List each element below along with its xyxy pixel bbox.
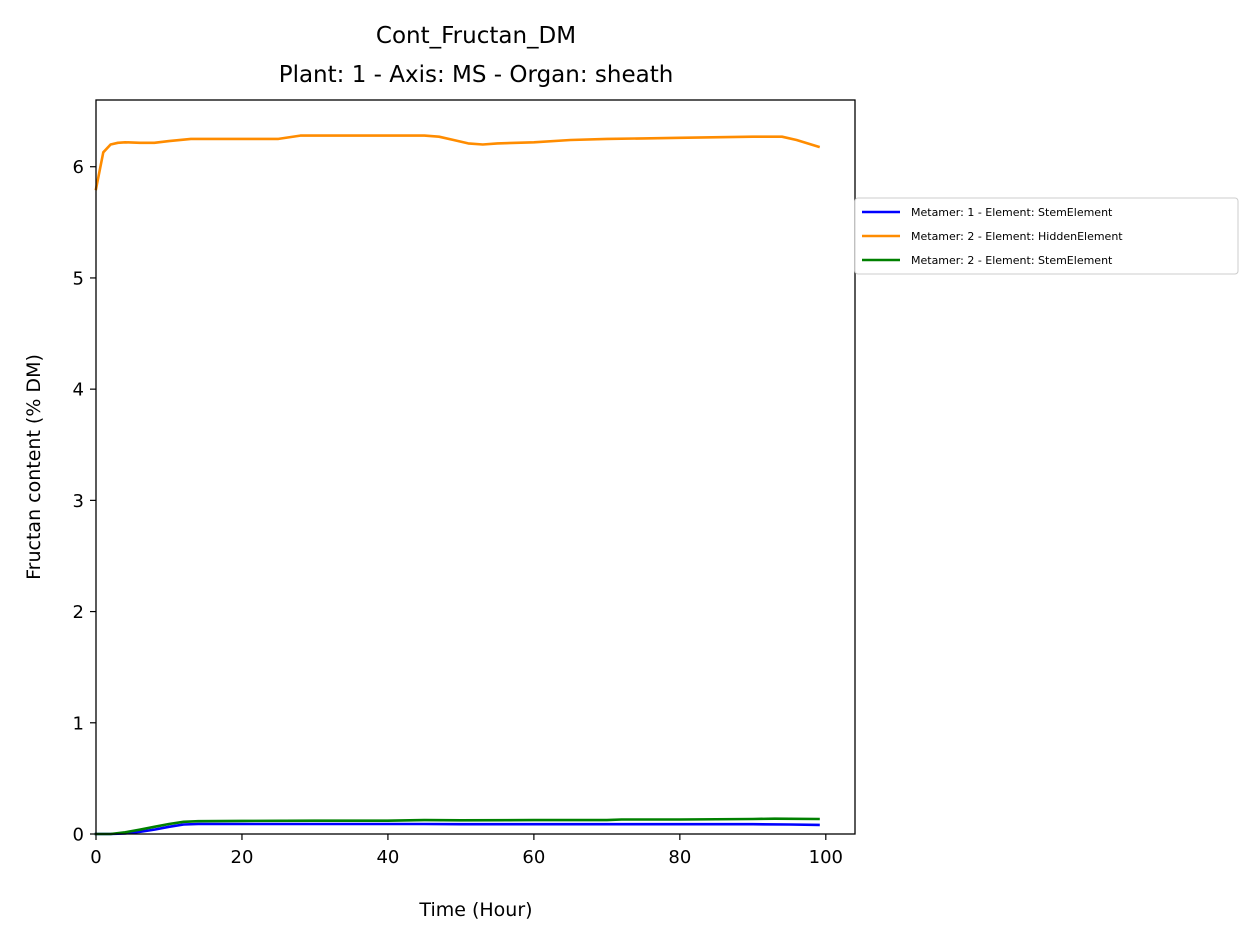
y-tick-label: 0 — [73, 825, 84, 846]
chart-title: Cont_Fructan_DM — [376, 23, 576, 49]
series-line-1 — [94, 822, 820, 836]
y-tick-label: 3 — [73, 491, 84, 512]
y-tick-label: 5 — [73, 268, 84, 289]
series-layer — [94, 134, 821, 836]
legend-frame — [854, 197, 1239, 275]
x-axis-label: Time (Hour) — [418, 899, 532, 921]
chart-subtitle: Plant: 1 - Axis: MS - Organ: sheath — [279, 62, 674, 88]
legend-label-3: Metamer: 2 - Element: StemElement — [911, 254, 1113, 267]
series-line-2 — [94, 134, 821, 191]
x-tick-label: 40 — [376, 847, 399, 868]
y-axis-label: Fructan content (% DM) — [23, 354, 45, 580]
x-tick-label: 20 — [231, 847, 254, 868]
legend-label-2: Metamer: 2 - Element: HiddenElement — [911, 230, 1123, 243]
legend[interactable]: Metamer: 1 - Element: StemElement Metamer… — [854, 197, 1239, 275]
y-tick-label: 4 — [73, 380, 84, 401]
y-tick-label: 6 — [73, 157, 84, 178]
legend-label-1: Metamer: 1 - Element: StemElement — [911, 206, 1113, 219]
x-tick-label: 60 — [522, 847, 545, 868]
ticks-layer: 0 20 40 60 80 100 0 1 2 3 4 5 6 — [73, 157, 843, 868]
y-tick-label: 1 — [73, 713, 84, 734]
x-tick-label: 100 — [809, 847, 843, 868]
plot-area-frame — [95, 99, 856, 835]
y-tick-label: 2 — [73, 602, 84, 623]
series-line-3 — [94, 817, 820, 836]
x-tick-label: 80 — [668, 847, 691, 868]
x-tick-label: 0 — [90, 847, 101, 868]
